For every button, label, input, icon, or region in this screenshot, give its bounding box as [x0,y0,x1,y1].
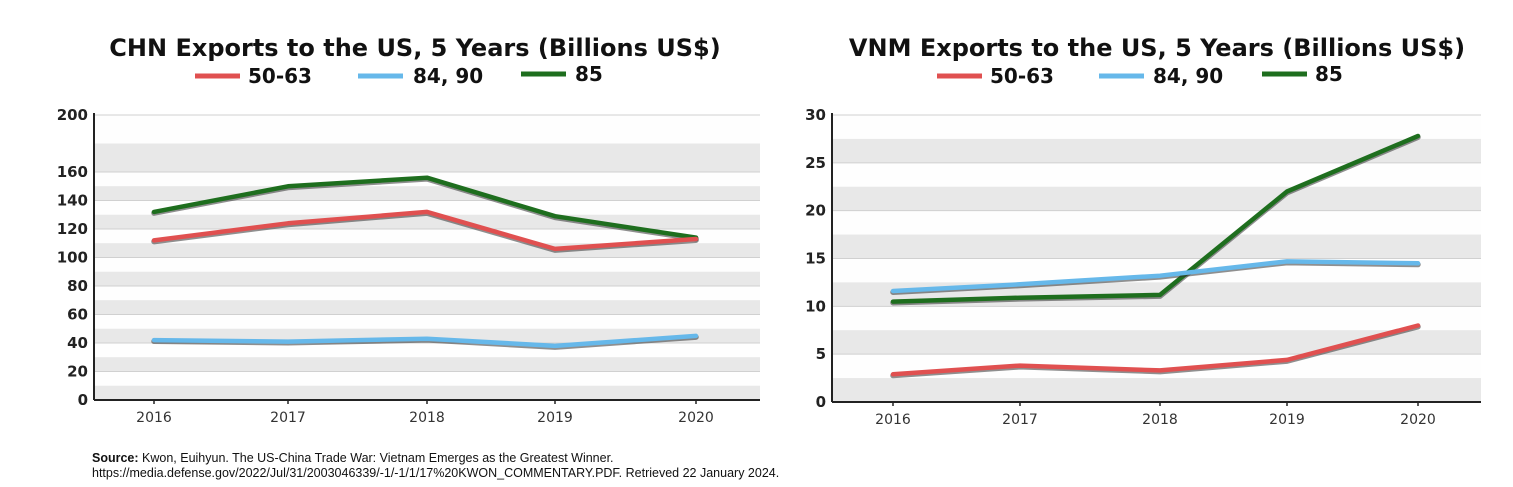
y-tick-label: 0 [78,391,88,409]
source-label: Source: [92,451,139,465]
series-line-85 [151,175,699,240]
grid-band [832,354,1481,379]
grid-band [832,210,1481,235]
x-tick-label: 2016 [136,410,172,426]
grid-band [94,214,760,229]
y-tick-label: 10 [805,297,826,315]
x-tick-label: 2019 [1269,412,1305,428]
legend-label: 50-63 [990,64,1054,88]
grid-band [832,330,1481,355]
grid-band [94,143,760,172]
y-tick-label: 30 [805,106,826,124]
legend-label: 85 [575,62,603,86]
grid-band [832,162,1481,187]
grid-band [94,343,760,358]
y-tick-label: 0 [816,393,826,411]
y-tick-label: 20 [67,363,88,381]
grid-band [832,378,1481,402]
y-tick-label: 80 [67,277,88,295]
x-tick-label: 2017 [270,410,306,426]
legend-label: 84, 90 [1153,64,1223,88]
y-tick-label: 200 [57,106,88,124]
y-tick-label: 25 [805,154,826,172]
x-tick-label: 2019 [537,410,573,426]
grid-band [94,357,760,372]
y-tick-label: 100 [57,249,88,267]
grid-band [832,306,1481,331]
grid-band [94,229,760,244]
legend-label: 84, 90 [413,64,483,88]
grid-band [94,385,760,400]
x-tick-label: 2020 [678,410,714,426]
grid-band [832,186,1481,211]
x-tick-label: 2017 [1002,412,1038,428]
x-tick-label: 2016 [875,412,911,428]
y-tick-label: 160 [57,163,88,181]
grid-band [832,138,1481,163]
x-tick-label: 2020 [1400,412,1436,428]
grid-band [94,257,760,272]
chart-1: 0 20 40 60 80 100 120 140 160 200 2016 2017 2018 2019… [57,34,760,426]
grid-band [94,371,760,386]
grid-band [94,314,760,329]
y-tick-label: 20 [805,202,826,220]
series-line-85 [890,133,1421,304]
source-citation: Kwon, Euihyun. The US-China Trade War: V… [138,451,614,465]
series-line-50-63 [151,209,699,252]
grid-band [94,300,760,315]
chart-2: 0 5 10 15 20 25 30 2016 2017 2018 2019 2020 VNM Expo… [805,34,1481,428]
grid-band [94,271,760,286]
chart-title: VNM Exports to the US, 5 Years (Billions… [849,34,1465,62]
y-tick-label: 40 [67,334,88,352]
grid-band [94,286,760,301]
series-line-84-90 [890,259,1421,294]
y-tick-label: 15 [805,250,826,268]
y-tick-label: 120 [57,220,88,238]
legend-label: 85 [1315,62,1343,86]
grid-band [94,115,760,144]
chart-title: CHN Exports to the US, 5 Years (Billions… [109,34,720,62]
grid-band [94,186,760,201]
grid-band [94,200,760,215]
source-note: Source: Kwon, Euihyun. The US-China Trad… [92,451,779,481]
series-line-84-90 [151,333,699,349]
y-tick-label: 60 [67,306,88,324]
grid-band [832,115,1481,139]
source-line-1: Source: Kwon, Euihyun. The US-China Trad… [92,451,779,466]
y-tick-label: 140 [57,192,88,210]
x-tick-label: 2018 [1142,412,1178,428]
source-url: https://media.defense.gov/2022/Jul/31/20… [92,466,780,480]
x-tick-label: 2018 [409,410,445,426]
grid-band [832,234,1481,259]
series-line-50-63 [890,323,1421,377]
legend-label: 50-63 [248,64,312,88]
y-tick-label: 5 [816,345,826,363]
